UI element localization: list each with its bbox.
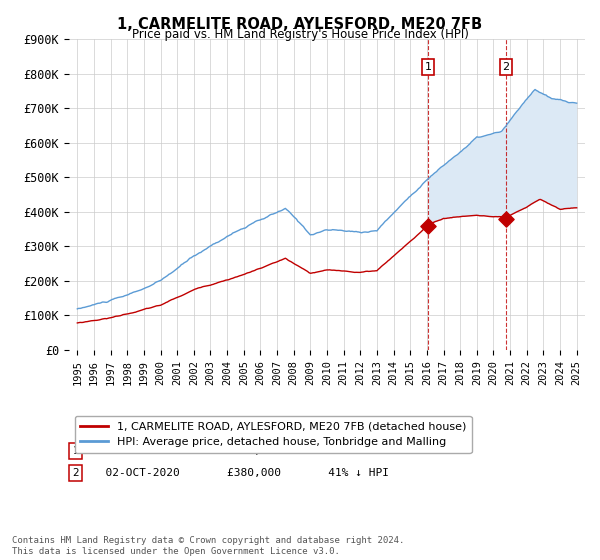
Point xyxy=(423,221,433,230)
Text: 02-OCT-2020       £380,000       41% ↓ HPI: 02-OCT-2020 £380,000 41% ↓ HPI xyxy=(92,468,389,478)
Text: Price paid vs. HM Land Registry's House Price Index (HPI): Price paid vs. HM Land Registry's House … xyxy=(131,28,469,41)
Text: 2: 2 xyxy=(73,468,79,478)
Legend: 1, CARMELITE ROAD, AYLESFORD, ME20 7FB (detached house), HPI: Average price, det: 1, CARMELITE ROAD, AYLESFORD, ME20 7FB (… xyxy=(74,416,472,453)
Text: Contains HM Land Registry data © Crown copyright and database right 2024.
This d: Contains HM Land Registry data © Crown c… xyxy=(12,536,404,556)
Text: 1, CARMELITE ROAD, AYLESFORD, ME20 7FB: 1, CARMELITE ROAD, AYLESFORD, ME20 7FB xyxy=(118,17,482,32)
Text: 28-JAN-2016       £360,000       34% ↓ HPI: 28-JAN-2016 £360,000 34% ↓ HPI xyxy=(92,446,389,456)
Point xyxy=(501,214,511,223)
Text: 1: 1 xyxy=(425,62,431,72)
Text: 2: 2 xyxy=(502,62,509,72)
Text: 1: 1 xyxy=(73,446,79,456)
